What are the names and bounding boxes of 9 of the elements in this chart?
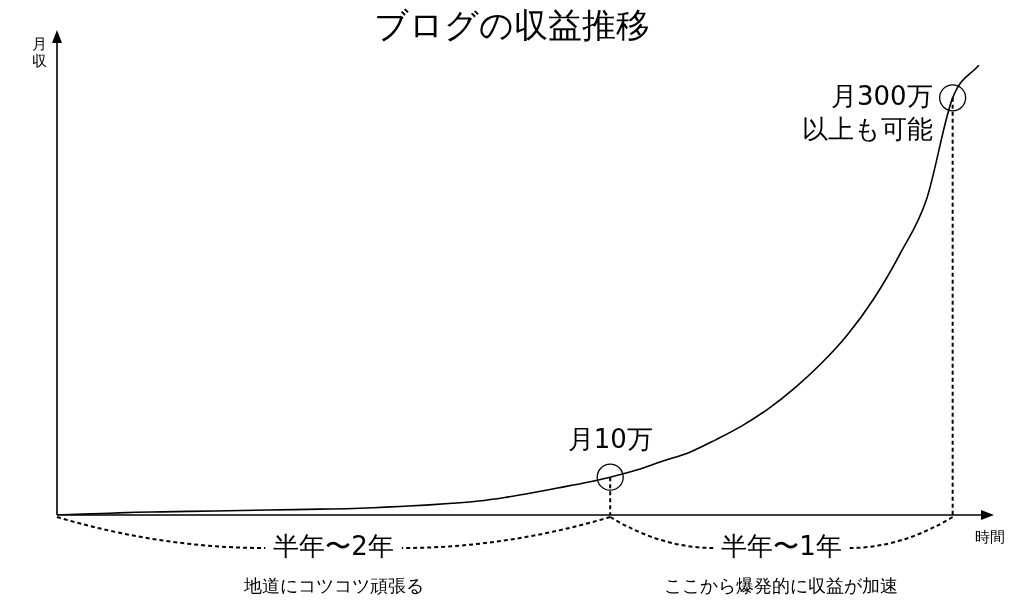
chart-title: ブログの収益推移 <box>374 4 650 45</box>
y-axis-title: 月収 <box>31 34 47 70</box>
annotation: 月300万以上も可能 <box>801 80 933 144</box>
text: ここから爆発的に収益が加速 <box>664 574 899 596</box>
text: 半年〜2年 <box>273 530 394 561</box>
text: 半年〜1年 <box>721 530 842 561</box>
annotation: 月10万 <box>567 423 653 454</box>
x-axis-title: 時間 <box>975 527 1005 546</box>
text: 地道にコツコツ頑張る <box>242 574 424 596</box>
